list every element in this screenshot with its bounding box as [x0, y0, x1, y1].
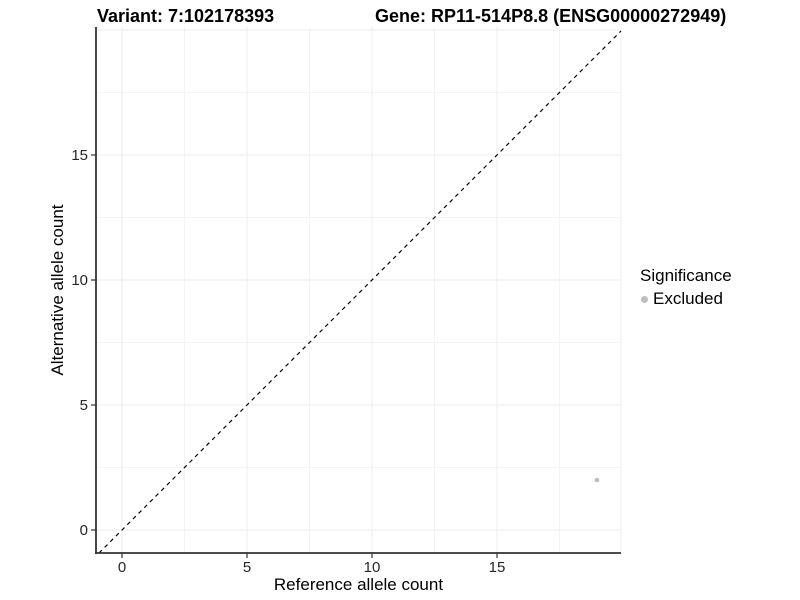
x-tick-label: 0 — [118, 559, 126, 576]
x-tick-label: 15 — [489, 559, 506, 576]
variant-title: Variant: 7:102178393 — [97, 6, 275, 26]
legend-title: Significance — [640, 266, 732, 285]
data-point — [594, 477, 600, 483]
x-tick-label: 10 — [364, 559, 381, 576]
x-axis-title: Reference allele count — [273, 575, 444, 594]
legend: Significance Excluded — [640, 266, 732, 309]
identity-dashed-line — [98, 30, 622, 554]
y-tick-label: 15 — [71, 147, 88, 164]
gene-title: Gene: RP11-514P8.8 (ENSG00000272949) — [375, 6, 727, 26]
legend-item-excluded: Excluded — [640, 289, 732, 309]
legend-item-label: Excluded — [653, 289, 723, 308]
x-tick-label: 5 — [243, 559, 251, 576]
y-tick-label: 10 — [71, 272, 88, 289]
y-tick-label: 0 — [80, 522, 88, 539]
y-tick-label: 5 — [80, 397, 88, 414]
legend-key-dot — [641, 295, 648, 303]
